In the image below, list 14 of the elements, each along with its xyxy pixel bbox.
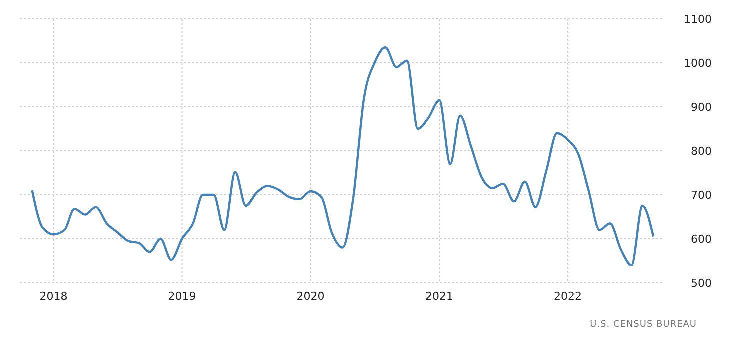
y-tick-label: 900 [691, 101, 712, 114]
y-tick-label: 500 [691, 277, 712, 290]
line-series [31, 46, 655, 266]
text: U.S. CENSUS BUREAU [590, 320, 697, 330]
x-tick-label: 2020 [296, 290, 325, 303]
y-tick-label: 800 [691, 145, 712, 158]
y-tick-label: 1100 [684, 13, 712, 26]
x-tick-label: 2021 [426, 290, 454, 303]
y-tick-label: 1000 [684, 57, 712, 70]
x-tick-label: 2018 [40, 290, 68, 303]
x-tick-label: 2022 [554, 290, 582, 303]
y-tick-label: 700 [691, 189, 712, 202]
x-tick-label: 2019 [168, 290, 196, 303]
y-tick-label: 600 [691, 233, 712, 246]
